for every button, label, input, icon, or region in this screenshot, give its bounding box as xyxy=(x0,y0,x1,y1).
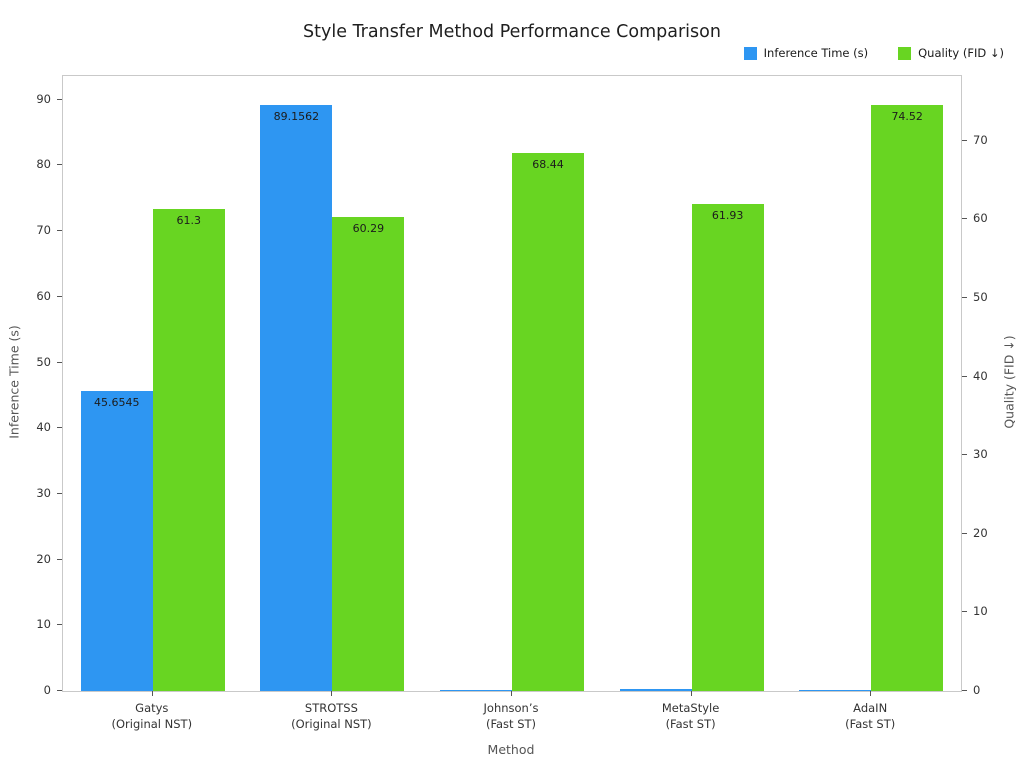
x-tick-label: Gatys (Original NST) xyxy=(111,701,193,731)
tick-mark xyxy=(962,690,967,691)
y-tick-label: 50 xyxy=(36,354,51,369)
legend-label-inference-time: Inference Time (s) xyxy=(763,46,869,60)
tick-mark xyxy=(151,691,153,696)
bar-quality: 74.52 xyxy=(871,105,944,691)
x-axis: Gatys (Original NST) STROTSS (Original NST)… xyxy=(62,690,960,750)
bar-quality: 60.29 xyxy=(332,217,405,691)
tick-mark xyxy=(962,454,967,456)
tick-mark xyxy=(962,532,967,534)
y-tick-label: 60 xyxy=(36,288,51,303)
tick-mark xyxy=(962,297,967,299)
x-tick-label: STROTSS (Original NST) xyxy=(291,701,372,731)
tick-mark xyxy=(511,691,512,696)
tick-mark xyxy=(690,691,692,696)
legend-swatch-inference-time xyxy=(743,46,757,60)
y-tick-label: 70 xyxy=(36,223,51,238)
chart-title: Style Transfer Method Performance Compar… xyxy=(303,22,721,42)
y-tick-label: 10 xyxy=(973,604,988,619)
tick-mark xyxy=(57,164,62,166)
y-tick-label: 0 xyxy=(973,683,981,697)
bar-value-label: 74.52 xyxy=(891,110,923,124)
y-tick-label: 40 xyxy=(36,420,51,435)
legend-item-inference-time: Inference Time (s) xyxy=(743,46,869,60)
bar-quality: 61.3 xyxy=(152,209,225,691)
tick-mark xyxy=(962,611,967,613)
tick-mark xyxy=(962,139,967,141)
y-tick-label: 40 xyxy=(973,368,988,383)
bar-quality: 61.93 xyxy=(691,204,764,691)
tick-mark xyxy=(57,690,62,691)
bar-inference-time xyxy=(619,689,692,691)
y-tick-label: 20 xyxy=(973,525,988,540)
bar-value-label: 68.44 xyxy=(532,158,564,172)
x-tick-label: Johnson’s (Fast ST) xyxy=(483,701,539,731)
y-axis-right-title: Quality (FID ↓) xyxy=(1001,335,1017,429)
y-tick-label: 60 xyxy=(973,211,988,226)
tick-mark xyxy=(57,427,62,429)
tick-mark xyxy=(57,624,62,626)
tick-mark xyxy=(57,492,62,494)
legend-swatch-quality xyxy=(898,46,912,60)
y-tick-label: 80 xyxy=(36,157,51,172)
y-tick-label: 30 xyxy=(973,447,988,462)
legend-item-quality: Quality (FID ↓) xyxy=(898,46,1004,60)
bar-value-label: 61.93 xyxy=(711,209,744,223)
tick-mark xyxy=(962,375,967,377)
y-tick-label: 70 xyxy=(973,132,988,147)
bar-inference-time xyxy=(440,690,512,691)
x-axis-title: Method xyxy=(487,742,535,757)
y-axis-left-title: Inference Time (s) xyxy=(6,325,22,439)
bar-value-label: 61.3 xyxy=(176,214,202,228)
legend: Inference Time (s) Quality (FID ↓) xyxy=(743,46,1004,60)
y-axis-left: 0 10 20 30 40 50 60 70 80 90 xyxy=(0,75,62,697)
bar-value-label: 89.1562 xyxy=(273,110,320,124)
tick-mark xyxy=(870,691,872,696)
y-tick-label: 10 xyxy=(36,617,51,632)
y-axis-right: 0 10 20 30 40 50 60 70 xyxy=(962,75,1024,697)
bar-quality: 68.44 xyxy=(512,153,584,691)
bar-inference-time: 45.6545 xyxy=(80,391,153,691)
y-tick-label: 90 xyxy=(36,91,51,106)
bar-inference-time: 89.1562 xyxy=(260,105,333,691)
tick-mark xyxy=(331,691,333,696)
tick-mark xyxy=(57,295,62,297)
bar-value-label: 60.29 xyxy=(352,222,385,236)
tick-mark xyxy=(57,230,62,232)
y-tick-label: 20 xyxy=(36,551,51,566)
bar-value-label: 45.6545 xyxy=(94,396,140,410)
y-tick-label: 50 xyxy=(973,290,988,305)
x-tick-label: AdaIN (Fast ST) xyxy=(845,701,896,731)
y-tick-label: 0 xyxy=(43,683,51,697)
y-tick-label: 30 xyxy=(36,485,51,500)
bar-inference-time xyxy=(799,690,872,691)
x-tick-label: MetaStyle (Fast ST) xyxy=(661,701,720,731)
legend-label-quality: Quality (FID ↓) xyxy=(918,46,1004,60)
tick-mark xyxy=(57,361,62,363)
tick-mark xyxy=(57,98,62,100)
tick-mark xyxy=(57,558,62,560)
plot-area: 45.6545 89.1562 61.3 60.29 68.44 61.93 74.52 xyxy=(62,75,962,692)
tick-mark xyxy=(962,218,967,220)
